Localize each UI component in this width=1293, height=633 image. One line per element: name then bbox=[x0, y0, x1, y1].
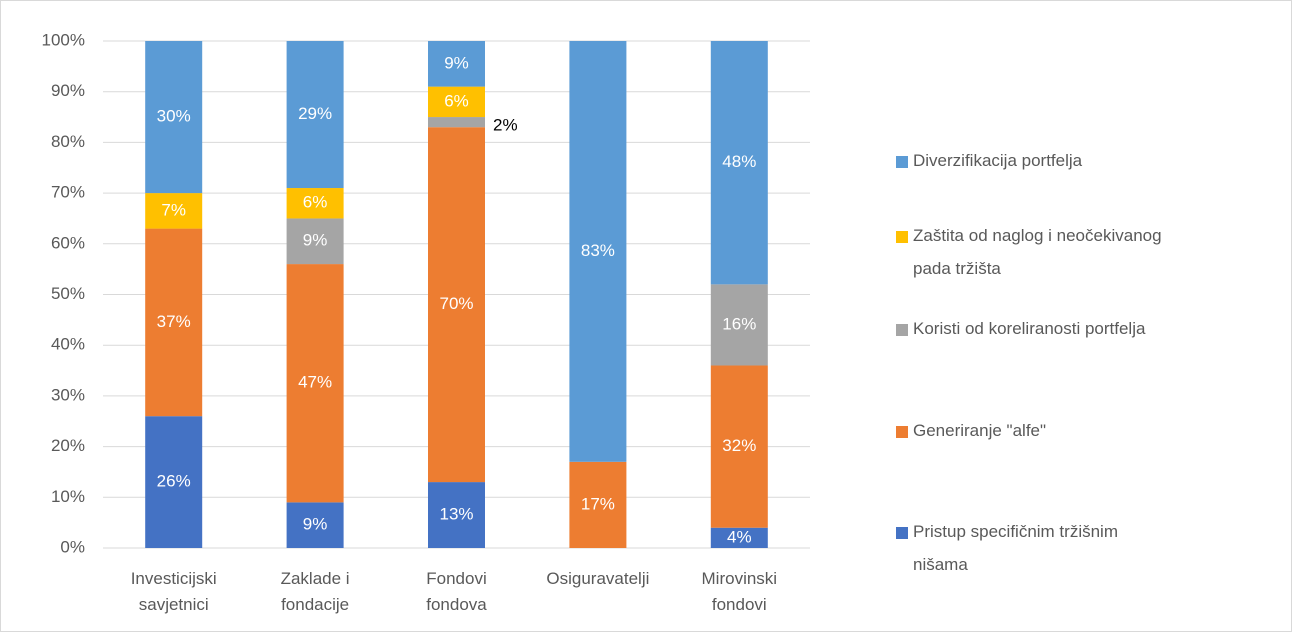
data-label: 13% bbox=[439, 505, 473, 524]
y-tick-label: 70% bbox=[51, 183, 85, 202]
y-tick-label: 80% bbox=[51, 132, 85, 151]
y-tick-label: 100% bbox=[42, 30, 85, 49]
data-label: 6% bbox=[444, 91, 469, 110]
data-label: 37% bbox=[157, 312, 191, 331]
x-tick-label: Zaklade i fondacije bbox=[281, 569, 350, 614]
bar-segment bbox=[710, 41, 768, 285]
y-tick-label: 20% bbox=[51, 436, 85, 455]
x-tick-label: Mirovinski fondovi bbox=[702, 569, 778, 614]
data-label: 83% bbox=[581, 241, 615, 260]
bar-segment bbox=[286, 218, 344, 265]
y-tick-label: 10% bbox=[51, 487, 85, 506]
bar-segment bbox=[286, 264, 344, 503]
x-tick-label: Fondovi fondova bbox=[426, 569, 487, 614]
bar-segment bbox=[428, 127, 485, 483]
legend-swatch bbox=[896, 527, 908, 539]
data-label: 16% bbox=[722, 314, 756, 333]
bar-segment bbox=[428, 41, 485, 87]
bar-segment bbox=[145, 41, 203, 194]
data-label: 4% bbox=[727, 527, 752, 546]
y-tick-label: 90% bbox=[51, 81, 85, 100]
legend-label: Pristup specifičnim tržišnim nišama bbox=[913, 522, 1118, 574]
legend-swatch bbox=[896, 324, 908, 336]
bar-segment bbox=[710, 527, 768, 548]
bar-segment bbox=[145, 193, 203, 229]
data-label: 9% bbox=[303, 231, 328, 250]
legend-swatch bbox=[896, 231, 908, 243]
bar-segment bbox=[286, 188, 344, 219]
bar-segment bbox=[428, 86, 485, 118]
data-label: 30% bbox=[157, 107, 191, 126]
bar-segment bbox=[428, 482, 485, 548]
legend-label: Zaštita od naglog i neočekivanog pada trž… bbox=[913, 226, 1162, 278]
legend-label: Generiranje "alfe" bbox=[913, 421, 1046, 440]
bar-segment bbox=[710, 365, 768, 528]
data-label: 9% bbox=[303, 515, 328, 534]
data-label: 6% bbox=[303, 193, 328, 212]
legend-label: Koristi od koreliranosti portfelja bbox=[913, 319, 1146, 338]
data-label: 47% bbox=[298, 373, 332, 392]
data-label: 48% bbox=[722, 152, 756, 171]
data-label: 7% bbox=[161, 200, 186, 219]
data-label: 17% bbox=[581, 494, 615, 513]
data-label: 32% bbox=[722, 436, 756, 455]
data-label: 29% bbox=[298, 104, 332, 123]
x-tick-label: Investicijski savjetnici bbox=[131, 569, 217, 614]
data-label: 70% bbox=[439, 294, 473, 313]
data-label: 2% bbox=[493, 116, 518, 135]
data-label: 9% bbox=[444, 53, 469, 72]
bar-segment bbox=[569, 461, 627, 548]
bar-segment bbox=[286, 41, 344, 189]
x-tick-label: Osiguravatelji bbox=[546, 569, 649, 588]
legend-swatch bbox=[896, 426, 908, 438]
bar-segment bbox=[428, 117, 485, 128]
data-label: 26% bbox=[157, 472, 191, 491]
y-tick-label: 40% bbox=[51, 335, 85, 354]
bar-segment bbox=[569, 41, 627, 462]
legend-label: Diverzifikacija portfelja bbox=[913, 151, 1083, 170]
bar-segment bbox=[145, 228, 203, 417]
y-tick-label: 0% bbox=[60, 537, 85, 556]
bar-segment bbox=[286, 502, 344, 548]
y-tick-label: 60% bbox=[51, 233, 85, 252]
y-tick-label: 30% bbox=[51, 385, 85, 404]
bar-segment bbox=[145, 416, 203, 548]
bar-segment bbox=[710, 284, 768, 366]
y-tick-label: 50% bbox=[51, 284, 85, 303]
legend-swatch bbox=[896, 156, 908, 168]
